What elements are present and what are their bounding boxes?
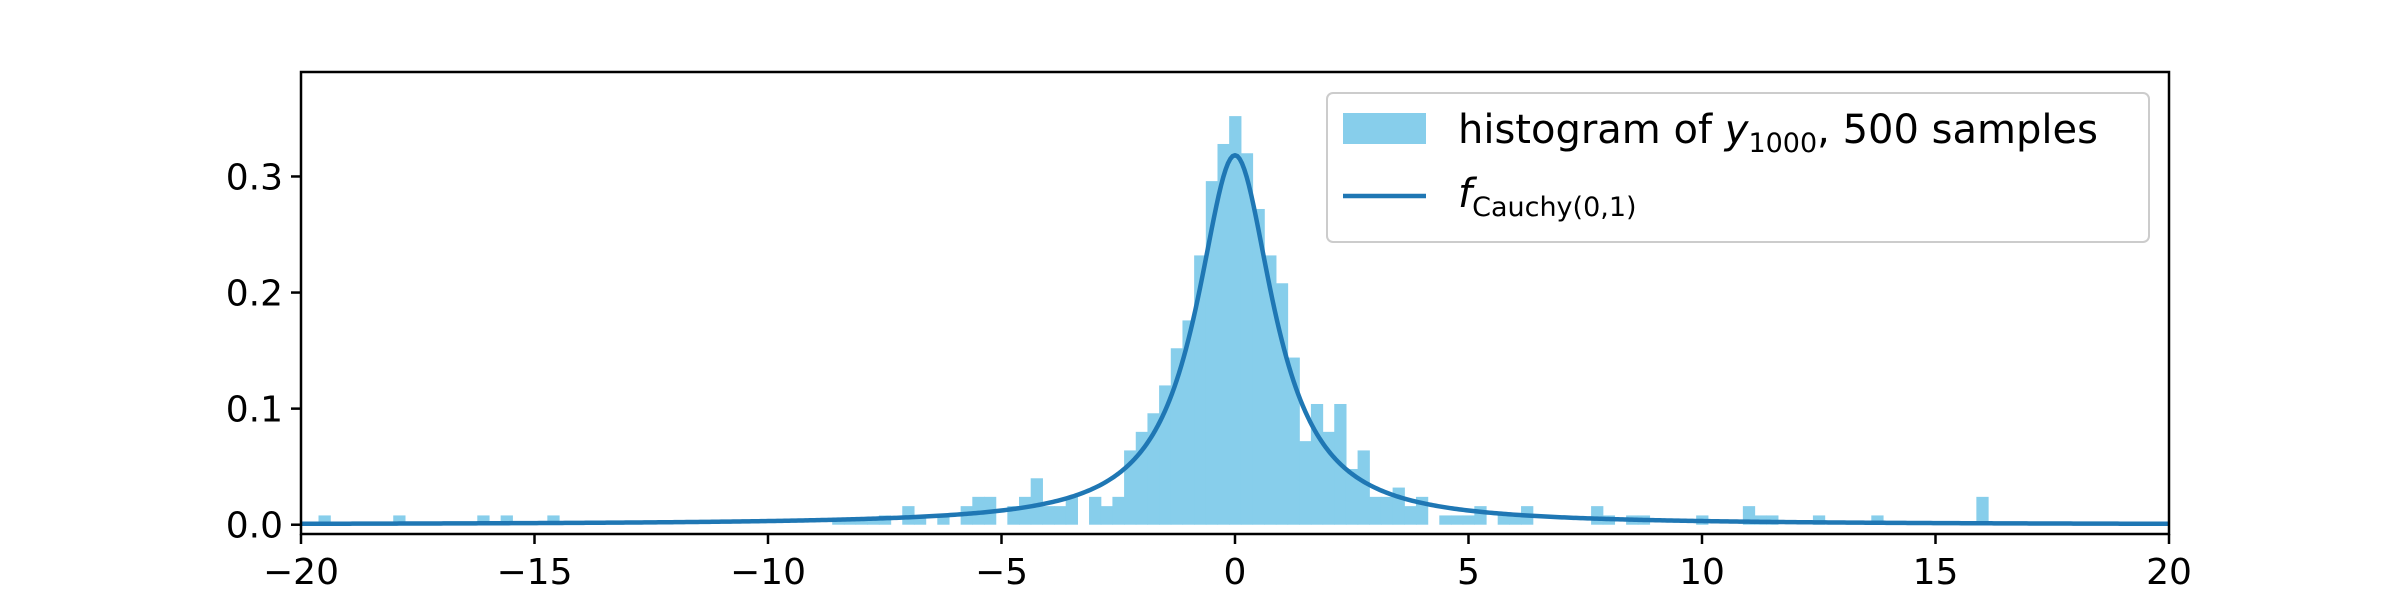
y-axis-ticks: 0.0 0.1 0.2 0.3 [226, 157, 301, 547]
x-tick-label: 5 [1457, 552, 1480, 593]
histogram-bar [1497, 515, 1510, 525]
histogram-bar [1369, 496, 1382, 525]
legend: histogram of y1000, 500 samples fCauchy(… [1326, 92, 2150, 243]
histogram-bar [1509, 515, 1522, 525]
histogram-bar [937, 515, 950, 525]
histogram-bar [1217, 143, 1230, 525]
y-tick-label: 0.3 [226, 157, 283, 198]
histogram-bar [1264, 255, 1277, 525]
histogram-bar [1392, 487, 1405, 525]
histogram-bar [1089, 496, 1102, 525]
histogram-bar [1976, 496, 1989, 525]
histogram-bar [1474, 506, 1487, 525]
histogram-bar [1054, 506, 1067, 525]
legend-box [1326, 92, 2150, 243]
y-tick-label: 0.0 [226, 506, 283, 547]
histogram-bars [318, 116, 1989, 525]
x-tick-label: 0 [1224, 552, 1247, 593]
histogram-bar [1591, 506, 1604, 525]
legend-label-histogram: histogram of y1000, 500 samples [1458, 107, 2098, 159]
histogram-bar [1065, 496, 1078, 525]
histogram-bar [1252, 208, 1265, 525]
histogram-bar [1462, 515, 1475, 525]
x-tick-label: −15 [497, 552, 573, 593]
histogram-bar [1871, 515, 1884, 525]
histogram-bar [1182, 320, 1195, 525]
x-tick-label: 10 [1679, 552, 1725, 593]
histogram-bar [1357, 450, 1370, 525]
histogram-bar [1275, 283, 1289, 525]
histogram-bar [1812, 515, 1826, 525]
histogram-bar [1240, 153, 1254, 525]
histogram-bar [500, 515, 513, 525]
x-tick-label: −5 [975, 552, 1028, 593]
histogram-bar [1404, 506, 1417, 525]
histogram-bar [477, 515, 490, 525]
cauchy-pdf-line [301, 152, 2169, 527]
histogram-bar [1030, 478, 1043, 525]
histogram-bar [318, 515, 331, 525]
histogram-bar [1205, 181, 1219, 525]
histogram-bar [1310, 403, 1324, 525]
histogram-bar [1380, 496, 1394, 525]
histogram-bar [1299, 441, 1312, 525]
histogram-bar [913, 515, 927, 525]
histogram-bar [547, 515, 560, 525]
histogram-bar [1100, 506, 1114, 525]
histogram-bar [1194, 255, 1207, 525]
x-axis-ticks: −20 −15 −10 −5 0 5 10 15 20 [263, 534, 2192, 593]
cauchy-curve [301, 152, 2169, 527]
histogram-bar [1287, 357, 1300, 525]
histogram-bar [1112, 496, 1125, 525]
y-tick-label: 0.1 [226, 390, 283, 431]
x-tick-label: 20 [2146, 552, 2192, 593]
histogram-bar [1019, 496, 1032, 525]
histogram-bar [1229, 116, 1242, 525]
histogram-bar [1439, 515, 1452, 525]
x-tick-label: 15 [1913, 552, 1959, 593]
histogram-bar [393, 515, 406, 525]
histogram-bar [1042, 506, 1055, 525]
histogram-bar [1345, 468, 1359, 525]
histogram-bar [867, 517, 880, 525]
histogram-bar [1450, 515, 1464, 525]
x-tick-label: −10 [730, 552, 806, 593]
legend-swatch-histogram [1343, 113, 1426, 144]
legend-label-cauchy: fCauchy(0,1) [1458, 171, 1637, 223]
y-tick-label: 0.2 [226, 274, 283, 315]
x-tick-label: −20 [263, 552, 339, 593]
